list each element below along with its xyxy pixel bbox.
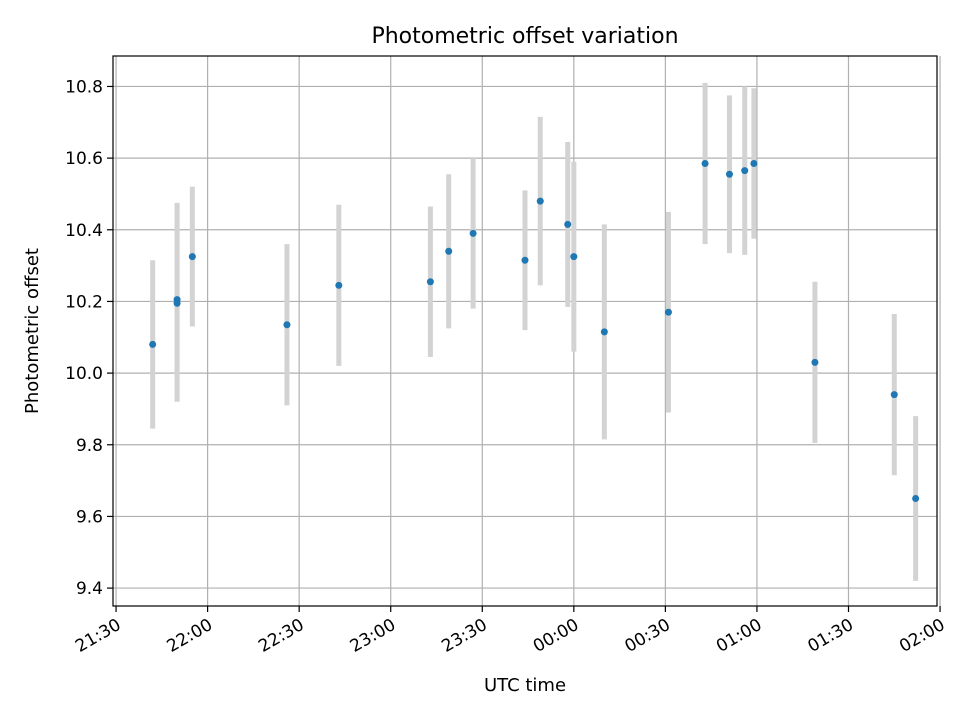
y-tick-label: 9.8: [76, 436, 103, 456]
y-axis: 9.4 9.6 9.8 10.0 10.2 10.4 10.6 10.8: [65, 77, 113, 599]
data-point: [750, 159, 758, 167]
y-tick-label: 10.4: [65, 221, 103, 241]
x-axis-label: UTC time: [484, 675, 566, 696]
y-tick-label: 10.0: [65, 364, 103, 384]
data-point: [521, 256, 529, 264]
data-point: [335, 281, 343, 289]
data-point: [173, 296, 181, 304]
data-points: [149, 159, 920, 503]
data-point: [664, 308, 672, 316]
data-point: [600, 328, 608, 336]
y-tick-label: 10.8: [65, 77, 103, 97]
data-point: [445, 247, 453, 255]
data-point: [811, 358, 819, 366]
data-point: [570, 253, 578, 261]
data-point: [890, 391, 898, 399]
data-point: [741, 167, 749, 175]
data-point: [469, 229, 477, 237]
y-axis-label: Photometric offset: [22, 248, 43, 414]
data-point: [426, 278, 434, 286]
data-point: [564, 220, 572, 228]
y-tick-label: 10.2: [65, 292, 103, 312]
plot-frame: [112, 55, 938, 607]
data-point: [536, 197, 544, 205]
data-point: [912, 495, 920, 503]
data-point: [725, 170, 733, 178]
data-point: [149, 340, 157, 348]
data-point: [283, 321, 291, 329]
data-point: [188, 253, 196, 261]
data-point: [701, 159, 709, 167]
chart-title: Photometric offset variation: [371, 24, 678, 49]
y-tick-label: 10.6: [65, 149, 103, 169]
y-tick-label: 9.4: [76, 579, 103, 599]
y-tick-label: 9.6: [76, 507, 103, 527]
